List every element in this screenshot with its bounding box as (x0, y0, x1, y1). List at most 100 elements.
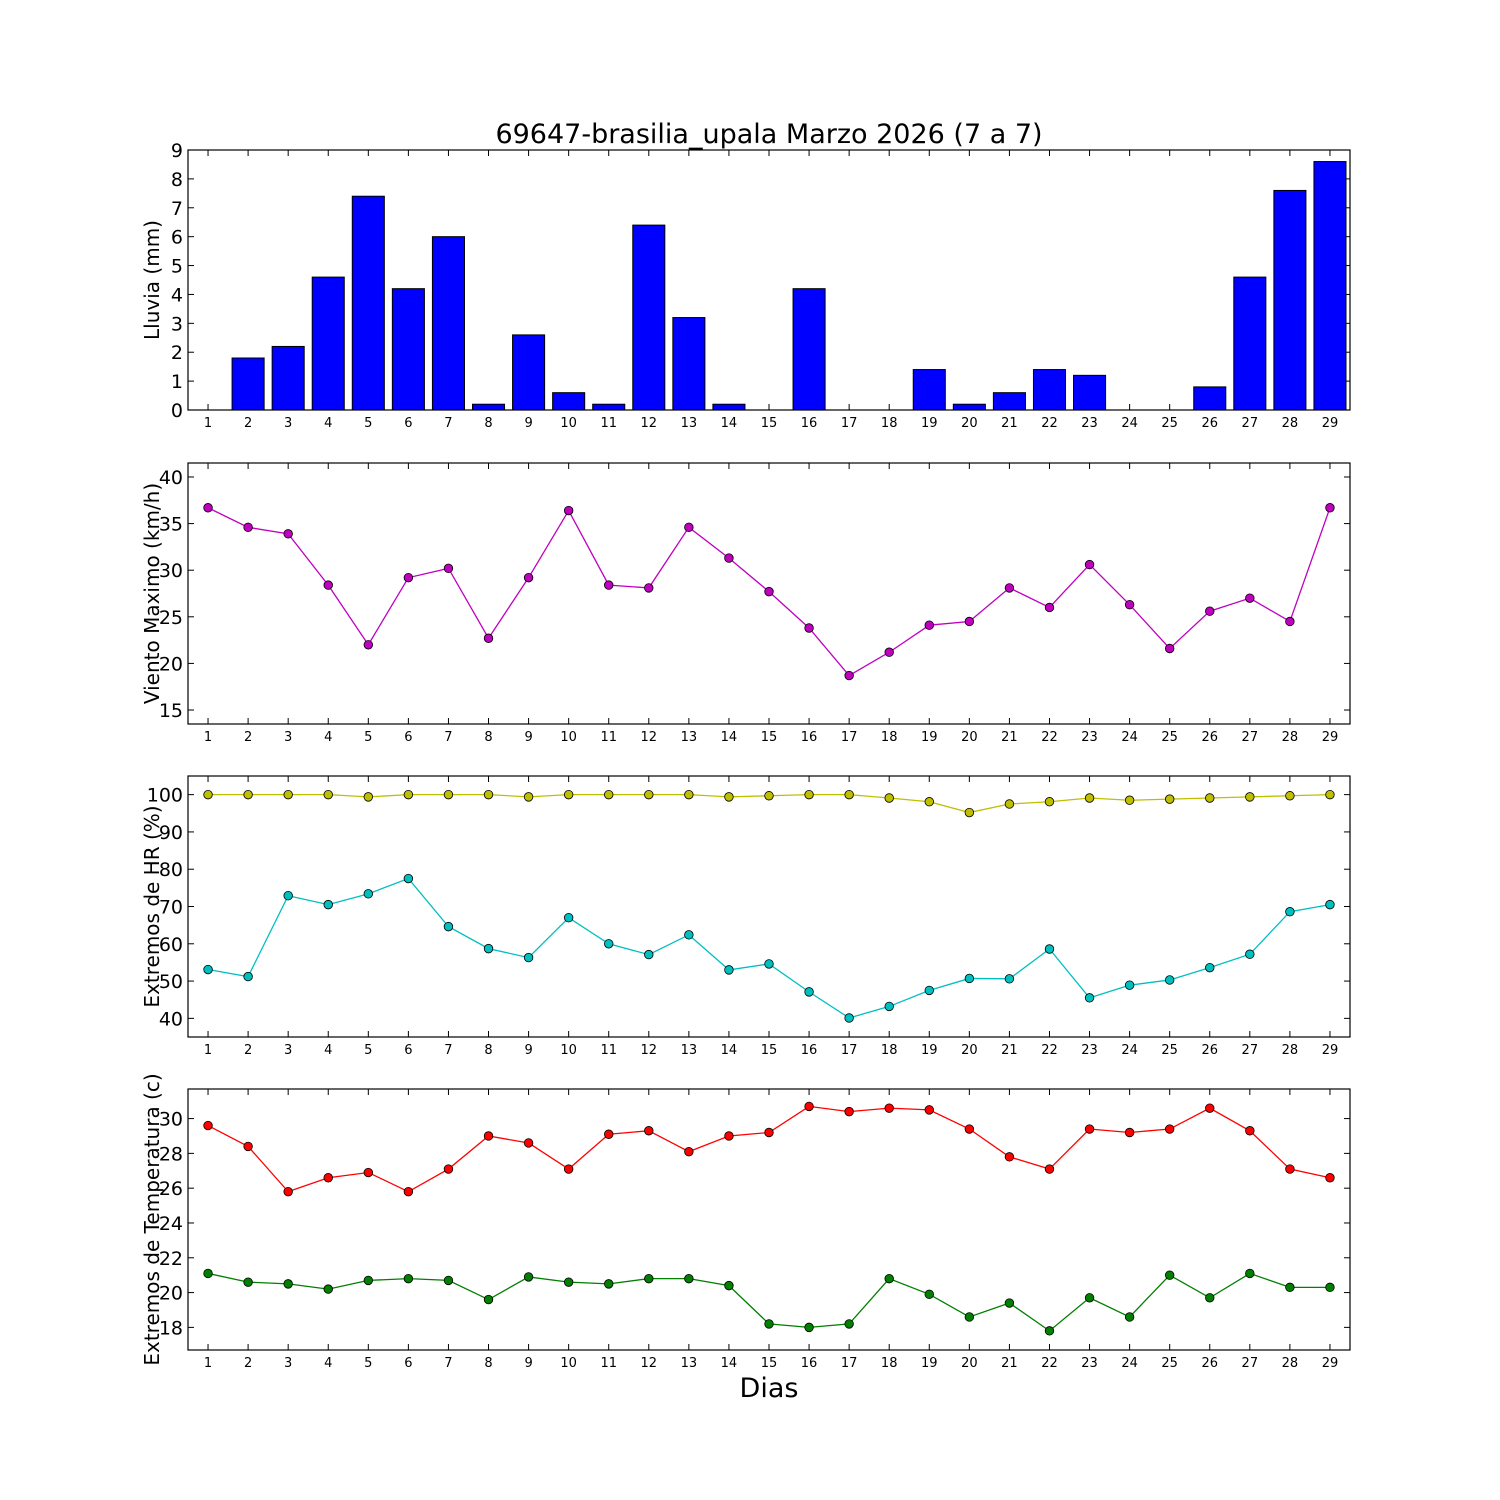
x-tick-label: 4 (324, 730, 332, 745)
data-point (403, 873, 414, 884)
data-point (1245, 1268, 1255, 1279)
x-tick-label: 7 (444, 1043, 452, 1058)
x-tick-label: 2 (244, 730, 252, 745)
y-tick-label: 15 (159, 700, 183, 722)
x-tick-label: 13 (681, 730, 698, 745)
data-point (243, 522, 253, 533)
x-tick-label: 2 (244, 1356, 252, 1371)
data-point (563, 505, 574, 516)
data-point (644, 1126, 654, 1136)
data-point (1325, 1282, 1335, 1293)
data-point (283, 529, 293, 539)
x-tick-label: 11 (600, 1043, 617, 1058)
data-point (684, 1273, 694, 1284)
data-point (403, 1186, 414, 1197)
x-tick-label: 8 (484, 1043, 492, 1058)
y-axis-label: Lluvia (mm) (140, 220, 164, 340)
data-point (363, 1275, 374, 1286)
panel-lluvia: 1 2 3 4 5 6 7 8 9 10 11 12 13 14 15 16 17 18 19 20 21 22 23 24 2… (140, 140, 1351, 431)
data-point (604, 1129, 614, 1139)
y-tick-label: 2 (171, 342, 183, 364)
chart-title: 69647-brasilia_upala Marzo 2026 (7 a 7) (495, 119, 1042, 150)
y-tick-label: 70 (159, 897, 183, 919)
data-point (644, 583, 654, 593)
data-point (1044, 602, 1055, 613)
x-tick-label: 28 (1282, 730, 1299, 745)
data-point (884, 793, 894, 803)
x-tick-label: 14 (721, 416, 738, 431)
y-tick-label: 80 (159, 859, 183, 881)
x-tick-label: 11 (600, 730, 617, 745)
bar (351, 195, 385, 411)
data-point (563, 1164, 574, 1174)
bar (632, 224, 666, 411)
data-point (1044, 944, 1055, 954)
x-tick-label: 8 (484, 416, 492, 431)
y-tick-label: 9 (171, 140, 183, 162)
data-point (1084, 1293, 1095, 1303)
data-point (764, 791, 774, 801)
x-tick-label: 10 (560, 1356, 577, 1371)
y-tick-label: 30 (159, 560, 183, 582)
x-tick-label: 15 (761, 1043, 778, 1058)
x-tick-label: 5 (364, 730, 372, 745)
data-point (1325, 789, 1335, 800)
x-tick-label: 21 (1001, 730, 1018, 745)
data-point (1164, 1124, 1175, 1134)
data-point (1044, 797, 1055, 807)
x-tick-label: 17 (841, 1356, 858, 1371)
bar (1073, 374, 1107, 411)
data-point (443, 1275, 454, 1286)
data-point (283, 890, 293, 901)
data-point (684, 789, 694, 800)
x-tick-label: 15 (761, 1356, 778, 1371)
data-point (203, 1268, 213, 1279)
data-point (1164, 794, 1175, 804)
data-point (1124, 1312, 1135, 1322)
x-tick-label: 29 (1322, 416, 1339, 431)
data-point (443, 921, 454, 932)
panel-viento: 1 2 3 4 5 6 7 8 9 10 11 12 13 14 15 16 17 18 19 20 21 22 23 24 2… (140, 462, 1351, 745)
x-tick-label: 12 (641, 730, 658, 745)
data-point (523, 792, 534, 802)
data-point (964, 1124, 975, 1134)
data-point (964, 973, 975, 984)
bar (552, 392, 586, 411)
x-tick-label: 2 (244, 1043, 252, 1058)
data-point (804, 1101, 814, 1112)
x-tick-label: 16 (801, 730, 818, 745)
data-point (844, 1319, 854, 1329)
y-tick-label: 24 (159, 1213, 183, 1235)
x-tick-label: 5 (364, 1356, 372, 1371)
x-tick-label: 12 (641, 416, 658, 431)
x-tick-label: 15 (761, 416, 778, 431)
data-point (1164, 975, 1175, 985)
x-tick-label: 7 (444, 416, 452, 431)
y-tick-label: 60 (159, 934, 183, 956)
x-tick-label: 7 (444, 1356, 452, 1371)
data-point (844, 670, 854, 681)
x-tick-label: 13 (681, 1356, 698, 1371)
y-tick-label: 20 (159, 1283, 183, 1305)
data-point (1124, 980, 1135, 990)
x-tick-label: 17 (841, 1043, 858, 1058)
x-tick-label: 13 (681, 1043, 698, 1058)
data-point (1205, 1293, 1215, 1303)
bar (912, 369, 946, 411)
y-tick-label: 0 (171, 400, 183, 422)
data-point (1164, 643, 1175, 654)
data-point (323, 899, 333, 910)
x-tick-label: 29 (1322, 730, 1339, 745)
data-point (924, 1105, 934, 1115)
x-tick-label: 23 (1081, 730, 1098, 745)
bar (471, 403, 506, 411)
data-point (1124, 1127, 1135, 1138)
bar (311, 276, 345, 411)
data-point (403, 572, 414, 583)
x-tick-label: 4 (324, 1356, 332, 1371)
bar (231, 357, 265, 411)
data-point (243, 971, 253, 982)
data-point (604, 939, 614, 949)
